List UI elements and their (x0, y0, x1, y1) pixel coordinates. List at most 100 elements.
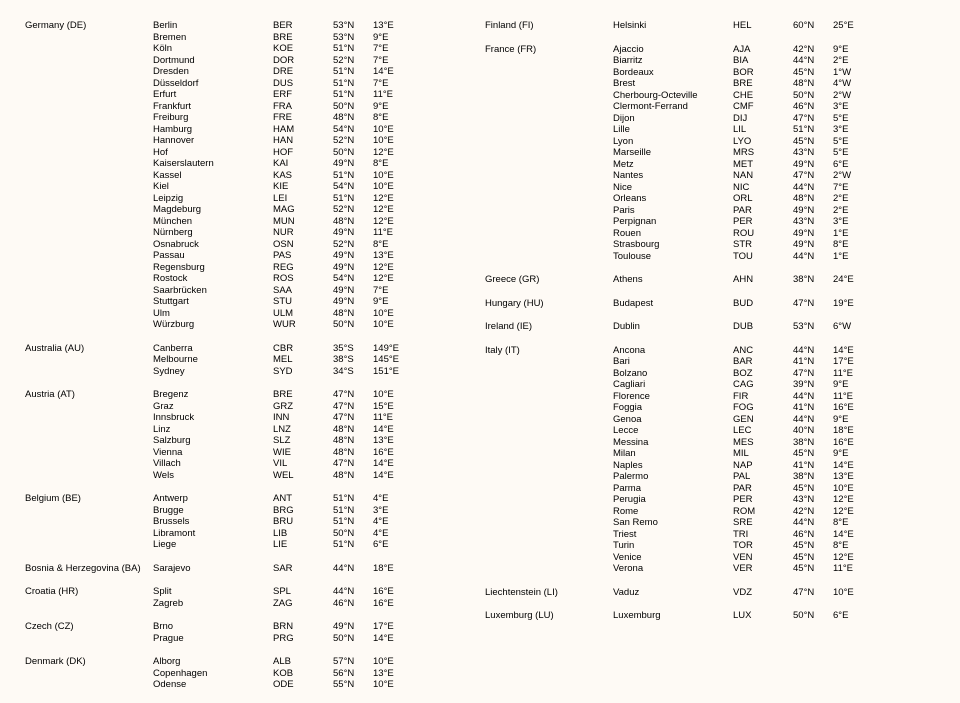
city-lat: 49°N (793, 205, 833, 217)
city-row: CanberraCBR35°S149°E (153, 343, 475, 355)
city-code: ROU (733, 228, 793, 240)
city-lon: 19°E (833, 298, 873, 310)
city-row: ErfurtERF51°N11°E (153, 89, 475, 101)
city-row: CagliariCAG39°N9°E (613, 379, 935, 391)
city-code: MUN (273, 216, 333, 228)
city-name: Metz (613, 159, 733, 171)
city-code: KAS (273, 170, 333, 182)
city-row: LeipzigLEI51°N12°E (153, 193, 475, 205)
city-lon: 9°E (833, 44, 873, 56)
city-name: Liege (153, 539, 273, 551)
city-lon: 6°E (833, 610, 873, 622)
city-lat: 53°N (793, 321, 833, 333)
city-code: NAP (733, 460, 793, 472)
city-row: SaarbrückenSAA49°N7°E (153, 285, 475, 297)
city-lon: 17°E (373, 621, 413, 633)
city-lon: 12°E (373, 204, 413, 216)
city-name: Clermont-Ferrand (613, 101, 733, 113)
city-name: Cherbourg-Octeville (613, 90, 733, 102)
city-name: Lille (613, 124, 733, 136)
city-name: Milan (613, 448, 733, 460)
city-name: Hof (153, 147, 273, 159)
city-row: BerlinBER53°N13°E (153, 20, 475, 32)
country-label: Ireland (IE) (485, 321, 613, 332)
city-name: Nantes (613, 170, 733, 182)
city-lon: 4°E (373, 516, 413, 528)
city-lat: 49°N (793, 228, 833, 240)
city-lon: 151°E (373, 366, 413, 378)
city-name: Brest (613, 78, 733, 90)
city-row: BruggeBRG51°N3°E (153, 505, 475, 517)
city-name: Libramont (153, 528, 273, 540)
country-block: France (FR)AjaccioAJA42°N9°EBiarritzBIA4… (485, 44, 935, 263)
city-lon: 11°E (373, 412, 413, 424)
city-code: VIL (273, 458, 333, 470)
city-code: REG (273, 262, 333, 274)
city-lat: 35°S (333, 343, 373, 355)
city-lon: 8°E (833, 540, 873, 552)
city-name: Perugia (613, 494, 733, 506)
city-lon: 2°W (833, 90, 873, 102)
city-code: BUD (733, 298, 793, 310)
city-row: WürzburgWUR50°N10°E (153, 319, 475, 331)
city-lat: 54°N (333, 273, 373, 285)
city-lat: 55°N (333, 679, 373, 691)
city-row: OrleansORL48°N2°E (613, 193, 935, 205)
city-lat: 47°N (793, 298, 833, 310)
city-code: FRE (273, 112, 333, 124)
city-lon: 5°E (833, 113, 873, 125)
city-code: PER (733, 216, 793, 228)
city-lat: 44°N (793, 345, 833, 357)
city-lon: 8°E (373, 112, 413, 124)
country-label: Luxemburg (LU) (485, 610, 613, 621)
city-code: PAR (733, 483, 793, 495)
city-row: AnconaANC44°N14°E (613, 345, 935, 357)
city-row: UlmULM48°N10°E (153, 308, 475, 320)
city-row: SplitSPL44°N16°E (153, 586, 475, 598)
city-name: Bordeaux (613, 67, 733, 79)
city-code: ROS (273, 273, 333, 285)
city-lat: 50°N (333, 147, 373, 159)
cities-list: CanberraCBR35°S149°EMelbourneMEL38°S145°… (153, 343, 475, 378)
city-name: Athens (613, 274, 733, 286)
city-lat: 54°N (333, 124, 373, 136)
city-lat: 45°N (793, 136, 833, 148)
city-code: ULM (273, 308, 333, 320)
country-label: Bosnia & Herzegovina (BA) (25, 563, 153, 574)
city-row: GrazGRZ47°N15°E (153, 401, 475, 413)
city-code: DUS (273, 78, 333, 90)
city-code: VDZ (733, 587, 793, 599)
city-lat: 50°N (333, 101, 373, 113)
city-lat: 52°N (333, 135, 373, 147)
city-code: BOZ (733, 368, 793, 380)
city-lon: 12°E (373, 273, 413, 285)
city-name: San Remo (613, 517, 733, 529)
city-lat: 46°N (793, 529, 833, 541)
city-name: Rouen (613, 228, 733, 240)
city-row: RouenROU49°N1°E (613, 228, 935, 240)
city-name: Bari (613, 356, 733, 368)
city-code: LUX (733, 610, 793, 622)
city-name: Zagreb (153, 598, 273, 610)
city-lon: 14°E (833, 460, 873, 472)
city-lat: 41°N (793, 402, 833, 414)
city-lat: 56°N (333, 668, 373, 680)
left-column: Germany (DE)BerlinBER53°N13°EBremenBRE53… (25, 20, 475, 703)
city-row: AntwerpANT51°N4°E (153, 493, 475, 505)
city-lat: 45°N (793, 563, 833, 575)
city-code: SYD (273, 366, 333, 378)
city-row: LibramontLIB50°N4°E (153, 528, 475, 540)
city-lon: 18°E (373, 563, 413, 575)
city-lon: 10°E (373, 124, 413, 136)
city-lat: 46°N (793, 101, 833, 113)
country-label: Austria (AT) (25, 389, 153, 400)
city-row: BregenzBRE47°N10°E (153, 389, 475, 401)
right-column: Finland (FI)HelsinkiHEL60°N25°EFrance (F… (485, 20, 935, 703)
city-row: MünchenMUN48°N12°E (153, 216, 475, 228)
city-row: SarajevoSAR44°N18°E (153, 563, 475, 575)
city-lat: 48°N (333, 470, 373, 482)
cities-list: AntwerpANT51°N4°EBruggeBRG51°N3°EBrussel… (153, 493, 475, 551)
city-lon: 12°E (373, 193, 413, 205)
city-code: MRS (733, 147, 793, 159)
city-lat: 49°N (333, 285, 373, 297)
